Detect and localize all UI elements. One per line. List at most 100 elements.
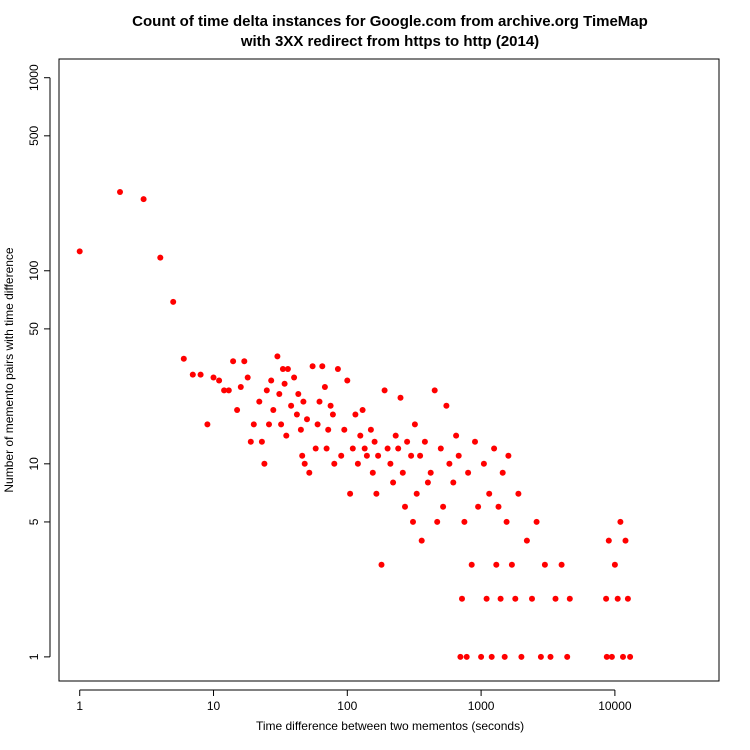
data-point xyxy=(468,561,475,568)
data-point xyxy=(431,387,438,394)
data-point xyxy=(564,653,571,660)
data-point xyxy=(413,490,420,497)
data-point xyxy=(515,490,522,497)
data-point xyxy=(397,394,404,401)
data-point xyxy=(608,653,615,660)
data-point xyxy=(552,595,559,602)
data-point xyxy=(204,421,211,428)
data-point xyxy=(361,445,368,452)
data-point xyxy=(291,374,298,381)
data-point xyxy=(434,518,441,525)
data-point xyxy=(334,366,341,372)
data-point xyxy=(314,421,321,428)
data-point xyxy=(331,460,338,467)
data-point xyxy=(495,503,502,510)
data-point xyxy=(263,387,270,394)
data-point xyxy=(258,438,265,445)
data-point xyxy=(299,452,306,459)
data-point xyxy=(547,653,554,660)
data-point xyxy=(627,653,634,660)
data-point xyxy=(369,469,376,476)
data-point xyxy=(316,398,323,405)
data-point xyxy=(367,426,374,433)
data-point xyxy=(483,595,490,602)
data-point xyxy=(279,366,286,372)
data-point xyxy=(327,402,334,409)
data-point xyxy=(486,490,493,497)
data-point xyxy=(404,438,411,445)
y-tick-label: 100 xyxy=(27,260,41,280)
data-point xyxy=(276,391,283,397)
data-point xyxy=(261,460,268,467)
data-point xyxy=(244,374,251,381)
data-point xyxy=(450,479,457,486)
data-point xyxy=(359,407,366,413)
data-point xyxy=(480,460,487,467)
data-point xyxy=(437,445,444,452)
data-point xyxy=(375,452,382,459)
y-tick-label: 1000 xyxy=(27,64,41,91)
data-point xyxy=(268,377,275,384)
data-point xyxy=(529,595,535,602)
data-point xyxy=(611,561,618,568)
data-point xyxy=(297,426,304,433)
data-point xyxy=(493,561,500,568)
data-point xyxy=(234,407,241,413)
data-point xyxy=(76,248,83,255)
data-point xyxy=(465,469,472,476)
data-point xyxy=(371,438,378,445)
data-point xyxy=(283,432,290,439)
data-point xyxy=(319,363,326,370)
data-point xyxy=(411,421,418,428)
data-point xyxy=(624,595,631,602)
data-point xyxy=(603,653,610,660)
data-point xyxy=(197,371,204,378)
data-point xyxy=(354,460,361,467)
data-point xyxy=(117,189,123,195)
data-point xyxy=(605,537,612,544)
data-point xyxy=(241,358,248,365)
data-point xyxy=(247,438,254,445)
data-point xyxy=(402,503,408,510)
data-point xyxy=(352,411,359,418)
data-point xyxy=(395,445,402,452)
data-point xyxy=(566,595,573,602)
data-point xyxy=(180,355,187,362)
data-point xyxy=(427,469,434,476)
data-point xyxy=(189,371,196,378)
data-point xyxy=(622,537,629,544)
data-point xyxy=(270,407,277,413)
data-point xyxy=(210,374,217,381)
data-points xyxy=(76,189,634,660)
data-point xyxy=(329,411,336,418)
data-point xyxy=(230,358,237,365)
data-point xyxy=(323,445,330,452)
data-point xyxy=(443,402,450,409)
data-point xyxy=(250,421,257,428)
data-point xyxy=(281,380,288,387)
data-point xyxy=(421,438,428,445)
data-point xyxy=(341,426,348,433)
data-point xyxy=(614,595,621,602)
data-point xyxy=(387,460,394,467)
plot-frame xyxy=(58,58,720,682)
data-point xyxy=(497,595,504,602)
data-point xyxy=(399,469,406,476)
data-point xyxy=(344,377,351,384)
data-point xyxy=(373,490,380,497)
data-point xyxy=(603,595,610,602)
y-tick-label: 10 xyxy=(27,457,41,471)
data-point xyxy=(325,426,332,433)
data-point xyxy=(384,445,391,452)
y-axis: 1 5 10 50 100 500 1000 xyxy=(27,64,51,660)
data-point xyxy=(157,254,164,261)
data-point xyxy=(256,398,263,405)
data-point xyxy=(312,445,319,452)
data-point xyxy=(274,353,281,360)
x-axis-label: Time difference between two mementos (se… xyxy=(256,719,524,733)
data-point xyxy=(381,387,388,394)
data-point xyxy=(472,438,478,445)
y-axis-label: Number of memento pairs with time differ… xyxy=(2,247,16,493)
data-point xyxy=(523,537,530,544)
data-point xyxy=(309,363,316,370)
